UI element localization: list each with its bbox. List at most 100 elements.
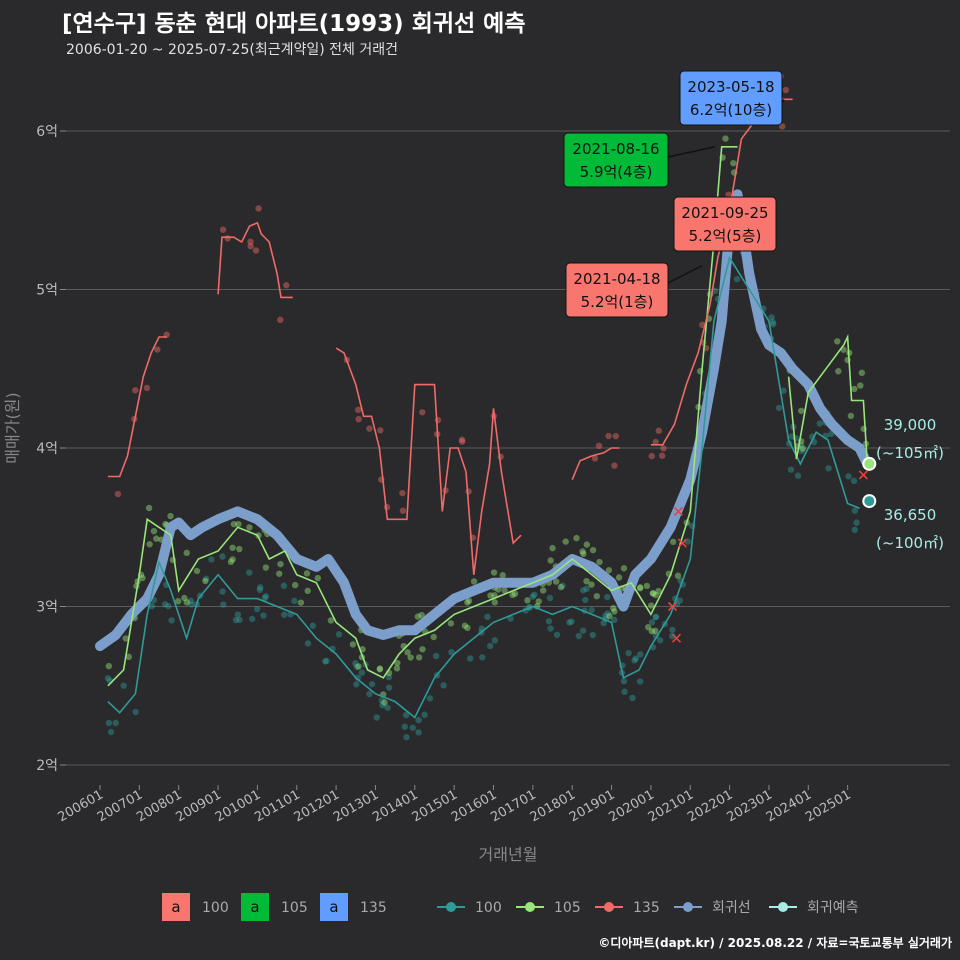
legend-line-marker bbox=[683, 902, 693, 912]
scatter-point-100 bbox=[545, 618, 553, 625]
scatter-point-100 bbox=[652, 613, 659, 621]
scatter-point-100 bbox=[600, 619, 607, 627]
scatter-point-100 bbox=[479, 654, 486, 661]
scatter-point-135 bbox=[605, 432, 612, 440]
legend-fill-key bbox=[241, 893, 269, 921]
series-line-135 bbox=[217, 221, 293, 299]
scatter-point-100 bbox=[529, 593, 536, 600]
scatter-point-105 bbox=[501, 587, 508, 594]
legend-line-marker bbox=[604, 902, 614, 912]
outlier-marker bbox=[673, 506, 684, 516]
scatter-point-105 bbox=[393, 665, 401, 672]
series-line-105 bbox=[107, 146, 738, 687]
scatter-point-100 bbox=[260, 612, 267, 619]
callout-date: 2021-04-18 bbox=[573, 270, 660, 288]
scatter-point-100 bbox=[385, 674, 393, 681]
scatter-point-105 bbox=[593, 592, 600, 600]
scatter-point-105 bbox=[202, 577, 209, 585]
scatter-point-100 bbox=[323, 657, 330, 665]
scatter-point-100 bbox=[304, 640, 312, 647]
scatter-point-100 bbox=[531, 591, 538, 598]
scatter-point-100 bbox=[625, 649, 632, 657]
scatter-point-105 bbox=[655, 587, 662, 595]
scatter-point-105 bbox=[150, 527, 158, 535]
scatter-point-135 bbox=[465, 488, 472, 495]
scatter-point-135 bbox=[252, 247, 260, 254]
scatter-point-105b bbox=[847, 412, 855, 420]
scatter-point-100 bbox=[426, 695, 434, 702]
scatter-point-105 bbox=[246, 524, 253, 531]
scatter-point-105 bbox=[230, 520, 238, 528]
scatter-point-100 bbox=[579, 587, 587, 594]
scatter-point-100 bbox=[352, 660, 359, 667]
scatter-point-100 bbox=[850, 477, 858, 485]
scatter-point-105 bbox=[376, 665, 384, 672]
scatter-point-105 bbox=[464, 599, 471, 606]
scatter-point-100 bbox=[232, 616, 240, 624]
scatter-point-105 bbox=[297, 599, 305, 606]
scatter-point-135 bbox=[399, 507, 407, 514]
scatter-point-105 bbox=[381, 699, 388, 706]
scatter-point-105 bbox=[611, 608, 618, 615]
scatter-point-100 bbox=[403, 734, 410, 741]
scatter-point-105 bbox=[277, 560, 284, 568]
legend: a 100 a 105 a 135 100 105 135 회귀선 회귀예측 bbox=[162, 893, 859, 921]
scatter-point-100 bbox=[568, 618, 575, 625]
scatter-point-100 bbox=[769, 318, 776, 326]
scatter-point-100 bbox=[637, 651, 644, 658]
callout-date: 2021-08-16 bbox=[572, 140, 659, 158]
scatter-point-105 bbox=[580, 550, 587, 558]
scatter-point-135 bbox=[660, 445, 667, 452]
scatter-point-105 bbox=[122, 635, 129, 642]
scatter-point-100 bbox=[208, 556, 215, 563]
scatter-point-105 bbox=[650, 590, 657, 597]
scatter-point-100 bbox=[385, 684, 393, 691]
scatter-point-100 bbox=[851, 526, 859, 534]
scatter-point-135 bbox=[591, 455, 599, 462]
scatter-point-100 bbox=[432, 652, 440, 660]
scatter-point-105 bbox=[394, 659, 401, 667]
legend-fill-key-glyph: a bbox=[329, 898, 338, 916]
callout-box bbox=[563, 132, 669, 188]
y-axis-label: 매매가(원) bbox=[3, 392, 22, 463]
scatter-point-135 bbox=[224, 235, 231, 242]
scatter-point-100 bbox=[415, 729, 422, 736]
scatter-point-100 bbox=[582, 596, 589, 604]
legend-label: 105 bbox=[554, 900, 581, 916]
scatter-point-105 bbox=[549, 544, 556, 552]
callout-box bbox=[679, 70, 783, 126]
scatter-point-100 bbox=[794, 472, 802, 479]
scatter-point-100 bbox=[583, 585, 590, 593]
scatter-point-100 bbox=[632, 655, 640, 662]
scatter-point-105 bbox=[610, 605, 617, 612]
scatter-point-100 bbox=[669, 626, 676, 634]
scatter-point-105 bbox=[414, 613, 422, 620]
scatter-point-105 bbox=[615, 574, 623, 581]
scatter-point-105 bbox=[539, 587, 547, 594]
regression-line bbox=[95, 189, 873, 652]
scatter-point-105 bbox=[447, 620, 455, 627]
scatter-point-100 bbox=[368, 680, 376, 688]
series-line-135 bbox=[107, 336, 167, 478]
scatter-point-105 bbox=[583, 577, 590, 585]
scatter-point-100 bbox=[621, 688, 628, 695]
prediction-area: (~100㎡) bbox=[876, 534, 944, 552]
scatter-point-105 bbox=[637, 584, 644, 591]
scatter-point-105 bbox=[183, 549, 190, 557]
scatter-point-105 bbox=[649, 590, 656, 597]
y-tick-label: 5억 bbox=[36, 283, 58, 299]
scatter-point-105 bbox=[535, 598, 542, 605]
scatter-point-100 bbox=[768, 314, 775, 321]
legend-label: 100 bbox=[202, 900, 229, 916]
scatter-point-100 bbox=[816, 420, 824, 427]
series-line-135 bbox=[571, 447, 620, 481]
scatter-point-100 bbox=[236, 616, 243, 624]
scatter-point-105 bbox=[553, 578, 560, 585]
scatter-point-100 bbox=[611, 616, 618, 624]
callout-leader bbox=[667, 265, 703, 284]
scatter-point-105 bbox=[470, 578, 478, 585]
scatter-point-105 bbox=[606, 612, 613, 620]
scatter-point-100 bbox=[161, 601, 169, 608]
scatter-point-105 bbox=[465, 597, 473, 605]
gridlines bbox=[66, 130, 950, 766]
